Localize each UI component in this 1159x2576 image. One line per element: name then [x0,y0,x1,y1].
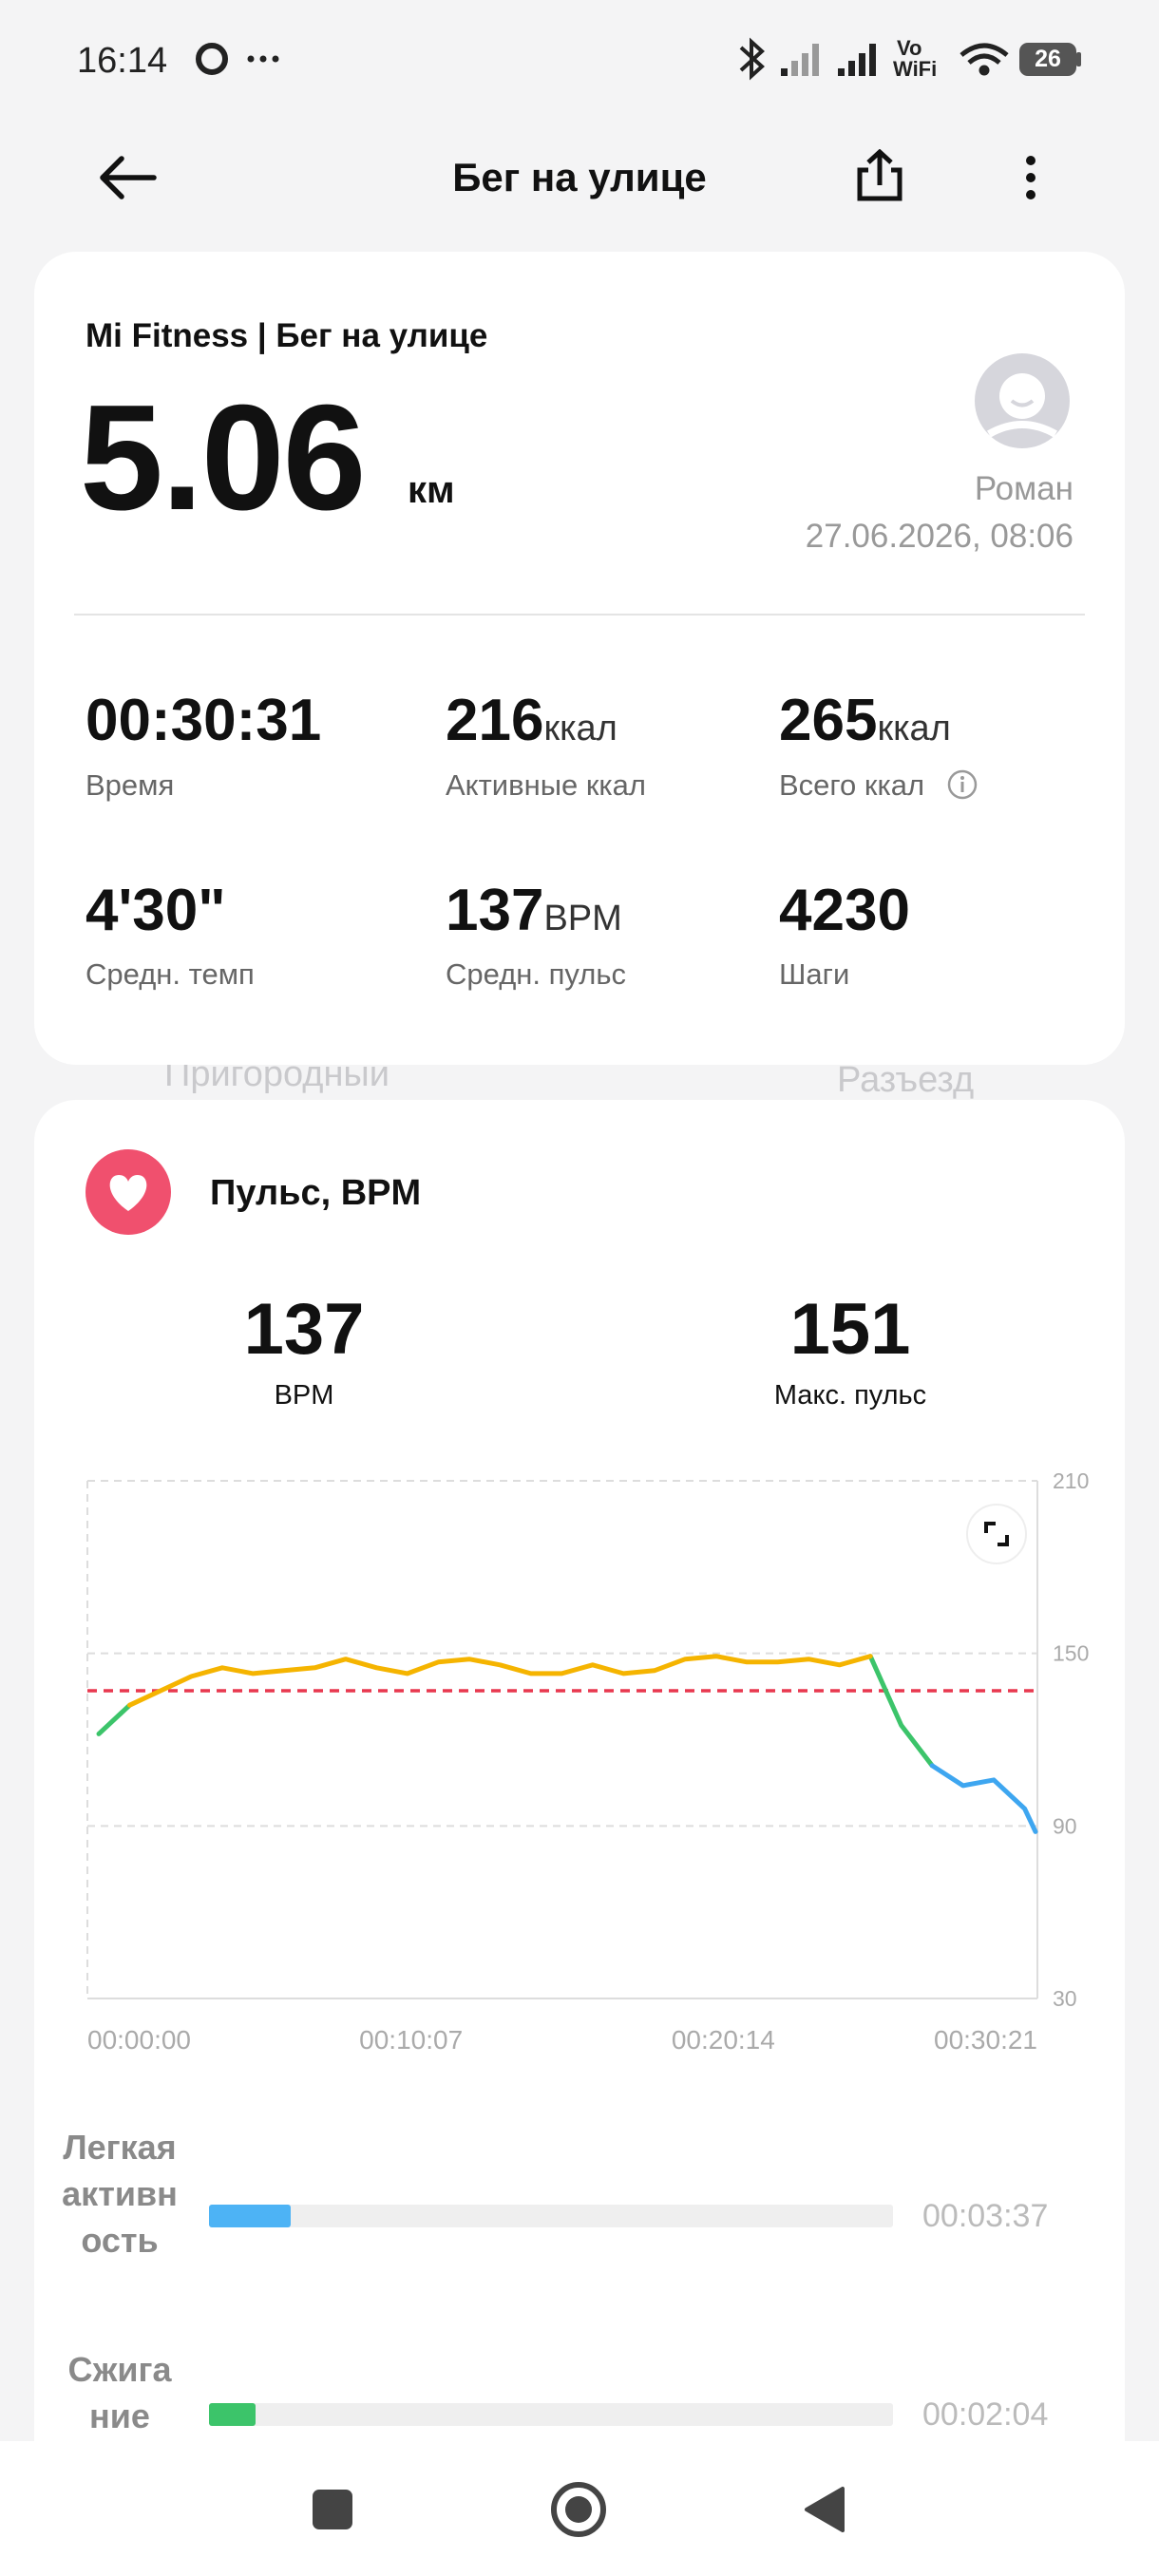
header-icons [100,149,1036,201]
stat-number: 00:30:31 [86,688,322,753]
stat-value: 4230 [779,881,910,940]
section-title: Пульс, BPM [210,1173,422,1213]
stat-label: Активные ккал [446,768,646,802]
y-tick-label: 210 [1053,1468,1089,1493]
home-button[interactable] [551,2482,606,2537]
page-title: Бег на улице [452,155,707,199]
stat-label: Время [86,768,175,802]
x-tick-label: 00:00:00 [87,2025,191,2055]
stat-label: Шаги [779,957,850,991]
stat-number: 4230 [779,878,910,943]
hr-line [127,1654,873,1708]
zone-label: Легкая активность [62,2128,178,2260]
avatar [975,353,1070,448]
workout-datetime: 27.06.2026, 08:06 [805,518,1074,555]
status-time: 16:14 [77,41,168,81]
heart-rate-card [34,1100,1125,2525]
max-hr: 151 [789,1289,911,1370]
nav-icons [313,2482,845,2537]
stat-number: 4'30" [86,878,226,943]
stat-number: 216 [446,688,544,753]
bluetooth-icon [739,37,765,81]
zone-track [209,2403,893,2426]
x-tick-label: 00:30:21 [934,2025,1037,2055]
x-tick-label: 00:10:07 [359,2025,463,2055]
max-hr-label: Макс. пульс [773,1380,927,1411]
info-icon[interactable] [946,768,978,801]
x-tick-label: 00:20:14 [672,2025,775,2055]
user-name: Роман [974,470,1074,507]
wifi-icon [960,43,1009,76]
stat-value: 216ккал [446,691,618,750]
hr-line [929,1763,1038,1834]
y-tick-label: 30 [1053,1986,1077,2011]
vowifi-label: WiFi [893,57,937,81]
summary-source: Mi Fitness | Бег на улице [86,317,488,354]
zone-bar [209,2205,291,2227]
y-tick-label: 90 [1053,1813,1077,1838]
battery-level: 26 [1035,46,1061,72]
distance: 5.06 [80,374,367,541]
y-tick-label: 150 [1053,1641,1089,1666]
stat-label: Средн. пульс [446,957,626,991]
zone-label: Сжигание [67,2350,172,2435]
battery-icon [1019,43,1076,76]
stat-value: 265ккал [779,691,951,750]
stat-label: Всего ккал [779,768,925,802]
stat-number: 265 [779,688,878,753]
avg-hr: 137 [243,1289,365,1370]
distance-unit: км [408,469,455,511]
avg-hr-unit: BPM [274,1380,334,1411]
status-icon [196,43,228,75]
back-button[interactable] [100,156,157,199]
battery-tip [1076,52,1081,66]
recents-button[interactable] [313,2490,352,2529]
heart-icon [86,1149,171,1235]
stat-value: 4'30" [86,881,226,940]
expand-button[interactable] [966,1504,1027,1564]
signal-icon [838,44,876,76]
stat-value: 137BPM [446,881,622,940]
map-label: Разъезд [837,1060,975,1100]
stat-unit: ккал [543,709,618,748]
heart-rate-chart: 30 90 150 210 00:00:00 00:10:07 00:20:14 00:30:… [86,1468,1089,2055]
status-dots [247,55,279,63]
divider [74,614,1085,616]
zone-bar [209,2403,256,2426]
zone-duration: 00:02:04 [922,2396,1049,2433]
zone-duration: 00:03:37 [922,2198,1049,2234]
hr-line [96,1654,935,1769]
stat-unit: ккал [877,709,951,748]
status-icons: Vo WiFi 26 [196,36,1081,81]
summary-card [34,252,1125,1065]
vowifi-label: Vo [897,36,922,60]
share-button[interactable] [857,149,902,201]
back-nav-button[interactable] [805,2487,845,2532]
zone-track [209,2205,893,2227]
menu-button[interactable] [1026,156,1036,199]
stat-unit: BPM [543,899,622,938]
stat-value: 00:30:31 [86,691,321,750]
signal-icon [781,44,819,76]
stat-number: 137 [446,878,544,943]
stat-label: Средн. темп [86,957,255,991]
